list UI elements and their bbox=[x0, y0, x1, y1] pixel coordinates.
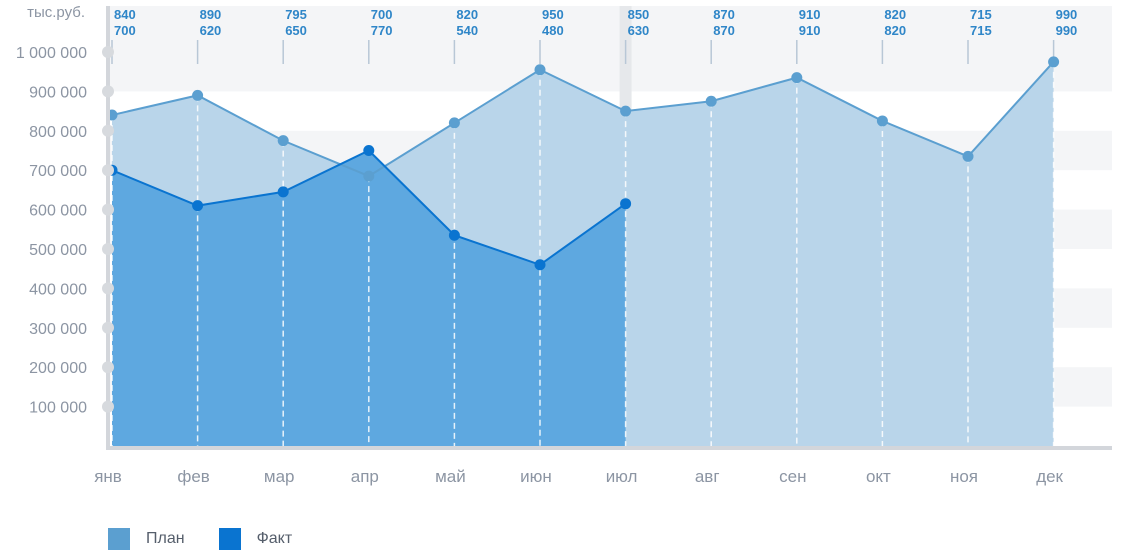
x-tick-label: ноя bbox=[950, 467, 978, 486]
x-tick-label: мар bbox=[264, 467, 295, 486]
plan-value-label: 850 bbox=[628, 7, 650, 22]
fact-value-label: 715 bbox=[970, 23, 992, 38]
x-tick-label: янв bbox=[94, 467, 122, 486]
plan-point[interactable] bbox=[534, 64, 546, 76]
fact-value-label: 630 bbox=[628, 23, 650, 38]
y-tick-dot bbox=[102, 164, 114, 177]
fact-value-label: 770 bbox=[371, 23, 393, 38]
plan-point[interactable] bbox=[363, 170, 375, 182]
plan-line bbox=[111, 61, 1055, 178]
fact-point[interactable] bbox=[192, 200, 204, 212]
y-tick-label: 300 000 bbox=[29, 321, 87, 338]
y-tick-dot bbox=[102, 85, 114, 98]
plan-value-label: 910 bbox=[799, 7, 821, 22]
y-tick-dot bbox=[102, 321, 114, 334]
y-tick-dot bbox=[102, 400, 114, 413]
x-tick-label: фев bbox=[177, 467, 209, 486]
fact-value-label: 910 bbox=[799, 23, 821, 38]
fact-point[interactable] bbox=[363, 145, 375, 156]
legend-swatch-plan bbox=[108, 528, 130, 550]
fact-point[interactable] bbox=[620, 198, 632, 210]
plan-value-label: 990 bbox=[1056, 7, 1078, 22]
legend-label-plan: План bbox=[146, 530, 185, 547]
plan-value-label: 890 bbox=[200, 7, 222, 22]
fact-value-label: 480 bbox=[542, 23, 564, 38]
y-tick-label: 100 000 bbox=[29, 400, 87, 417]
plan-value-label: 715 bbox=[970, 7, 992, 22]
fact-value-label: 870 bbox=[713, 23, 735, 38]
grid-band bbox=[108, 52, 1112, 92]
y-unit-label: тыс.руб. bbox=[27, 4, 85, 21]
legend-item-fact[interactable]: Факт bbox=[218, 528, 293, 550]
y-tick-label: 700 000 bbox=[29, 163, 87, 180]
y-tick-dot bbox=[102, 46, 114, 58]
plan-value-label: 795 bbox=[285, 7, 307, 22]
legend-item-plan[interactable]: План bbox=[108, 528, 185, 550]
x-tick-label: дек bbox=[1036, 467, 1063, 486]
y-tick-label: 900 000 bbox=[29, 84, 87, 101]
fact-value-label: 700 bbox=[114, 23, 136, 38]
fact-value-label: 540 bbox=[456, 23, 478, 38]
fact-value-label: 990 bbox=[1056, 23, 1078, 38]
x-tick-label: июн bbox=[520, 467, 552, 486]
y-tick-label: 1 000 000 bbox=[16, 45, 87, 62]
plan-value-label: 700 bbox=[371, 7, 393, 22]
y-tick-dot bbox=[102, 243, 114, 255]
fact-point[interactable] bbox=[448, 229, 460, 241]
plan-point[interactable] bbox=[1048, 56, 1060, 68]
y-tick-label: 600 000 bbox=[29, 203, 87, 220]
x-tick-label: май bbox=[435, 467, 466, 486]
plan-point[interactable] bbox=[876, 115, 888, 127]
y-tick-dot bbox=[102, 203, 114, 216]
y-tick-dot bbox=[102, 361, 114, 374]
plan-point[interactable] bbox=[962, 150, 974, 162]
x-tick-label: сен bbox=[779, 467, 806, 486]
legend: План Факт bbox=[108, 528, 326, 550]
y-tick-label: 500 000 bbox=[29, 242, 87, 259]
x-tick-label: апр bbox=[351, 467, 379, 486]
fact-point[interactable] bbox=[277, 186, 289, 198]
plan-value-label: 840 bbox=[114, 7, 136, 22]
fact-point[interactable] bbox=[534, 259, 546, 271]
fact-value-label: 620 bbox=[200, 23, 222, 38]
plan-value-label: 950 bbox=[542, 7, 564, 22]
y-tick-dot bbox=[102, 124, 114, 137]
fact-value-label: 650 bbox=[285, 23, 307, 38]
y-tick-dot bbox=[102, 282, 114, 295]
y-tick-label: 200 000 bbox=[29, 360, 87, 377]
legend-swatch-fact bbox=[218, 528, 241, 550]
plan-point[interactable] bbox=[277, 135, 289, 147]
plan-point[interactable] bbox=[620, 105, 632, 117]
plan-value-label: 870 bbox=[713, 7, 735, 22]
plan-value-label: 820 bbox=[884, 7, 906, 22]
plan-point[interactable] bbox=[791, 72, 803, 84]
label-band bbox=[108, 6, 1112, 52]
fact-value-label: 820 bbox=[884, 23, 906, 38]
plan-point[interactable] bbox=[192, 89, 204, 101]
legend-label-fact: Факт bbox=[256, 530, 293, 547]
area-chart: 100 000 200 000 300 000 400 000 500 000 600 0… bbox=[16, 4, 1112, 486]
plan-value-label: 820 bbox=[456, 7, 478, 22]
x-tick-label: окт bbox=[866, 467, 891, 486]
y-tick-label: 400 000 bbox=[29, 281, 87, 298]
plan-point[interactable] bbox=[705, 95, 717, 107]
x-tick-label: авг bbox=[695, 467, 720, 486]
y-tick-label: 800 000 bbox=[29, 124, 87, 141]
x-tick-label: июл bbox=[606, 467, 638, 486]
plan-point[interactable] bbox=[448, 117, 460, 129]
